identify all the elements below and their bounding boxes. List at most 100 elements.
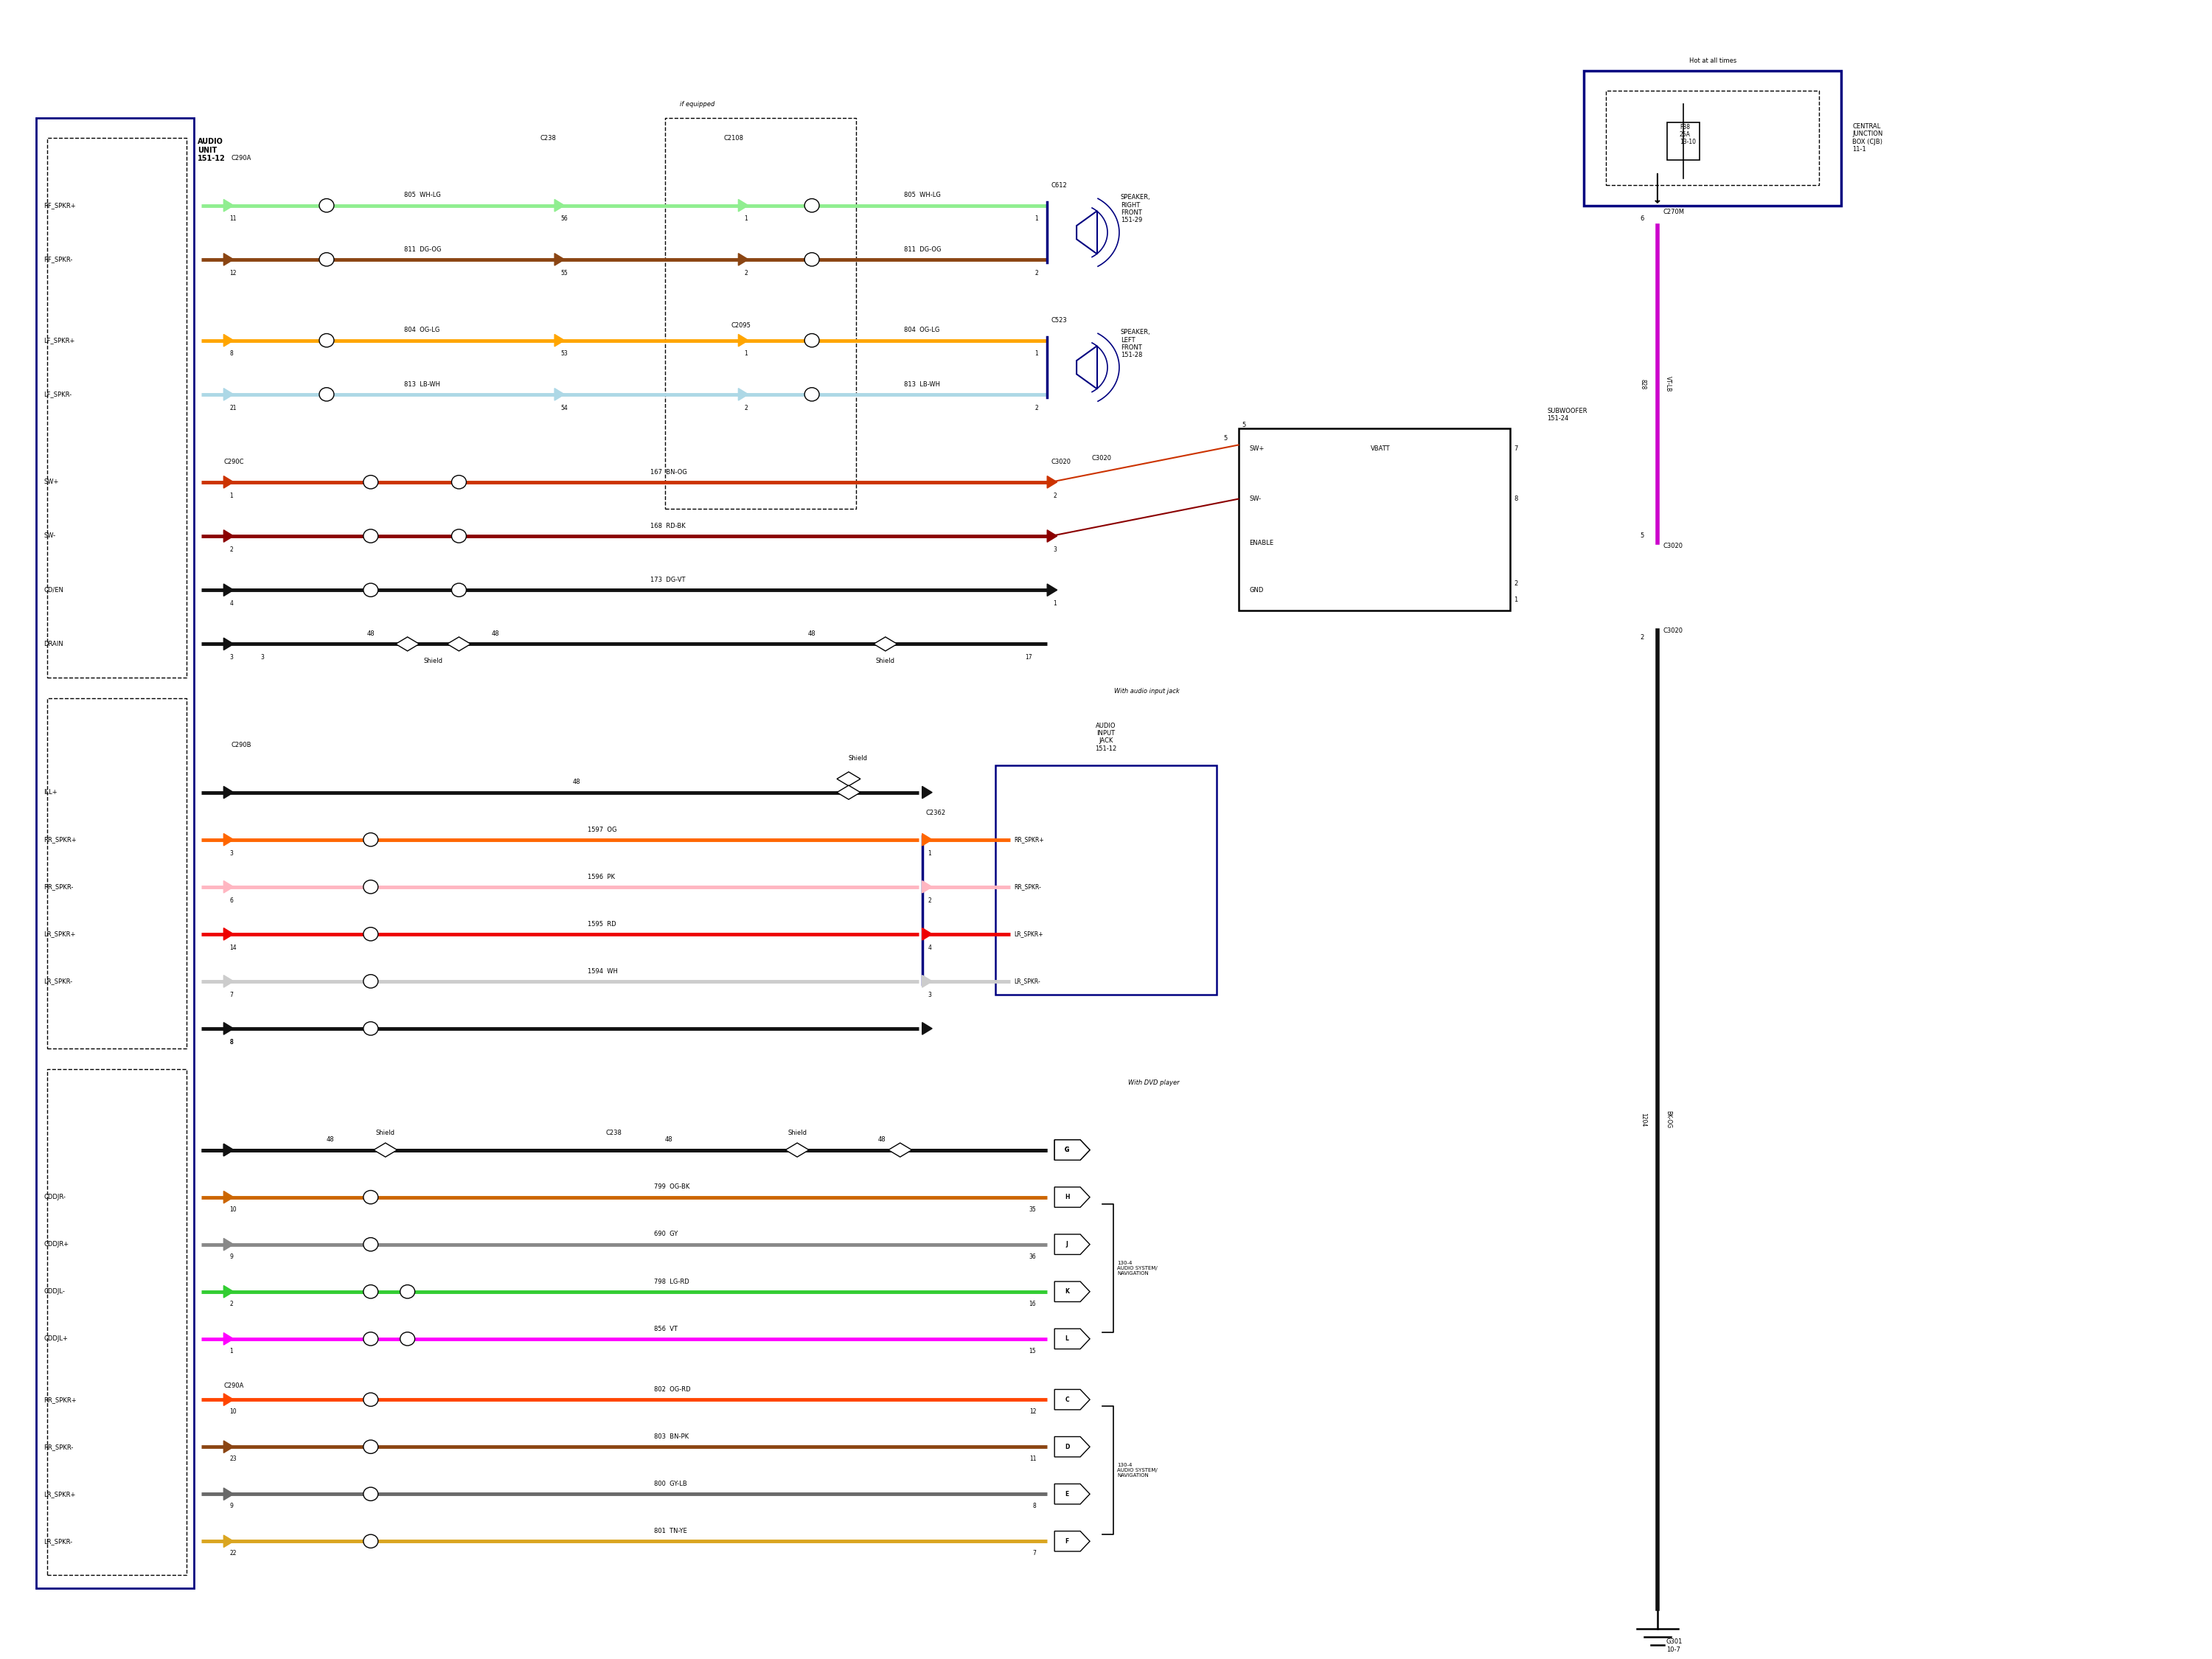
Circle shape [363,1486,378,1501]
Text: VBATT: VBATT [1371,445,1391,451]
Circle shape [363,1440,378,1453]
Polygon shape [1055,1531,1091,1551]
Polygon shape [922,927,931,941]
Text: C238: C238 [606,1130,622,1136]
Text: 14: 14 [230,944,237,951]
Polygon shape [1046,584,1057,596]
Polygon shape [1055,1140,1091,1160]
Text: RF_SPKR-: RF_SPKR- [44,255,73,262]
Text: Shield: Shield [876,657,896,664]
Text: LR_SPKR+: LR_SPKR+ [44,1491,75,1498]
Text: RR_SPKR-: RR_SPKR- [1013,884,1042,891]
Text: 813  LB-WH: 813 LB-WH [905,382,940,388]
Text: 48: 48 [491,630,500,637]
Polygon shape [223,786,234,798]
Text: 803  BN-PK: 803 BN-PK [655,1433,688,1440]
Polygon shape [836,771,860,786]
Polygon shape [555,335,564,347]
Circle shape [363,927,378,941]
Text: 10: 10 [230,1206,237,1213]
Text: 7: 7 [230,992,232,999]
Text: GND: GND [1250,587,1263,594]
Text: C290B: C290B [230,742,252,748]
Text: CDDJR+: CDDJR+ [44,1241,69,1248]
Polygon shape [223,1238,234,1251]
Polygon shape [1055,1188,1091,1208]
Text: 1: 1 [1053,601,1057,607]
Text: L: L [1066,1335,1068,1342]
Circle shape [363,529,378,542]
Text: if equipped: if equipped [679,101,714,108]
Text: 48: 48 [327,1136,334,1143]
Text: 167  BN-OG: 167 BN-OG [650,468,688,474]
Text: 54: 54 [560,405,568,411]
Text: 5: 5 [1641,533,1644,539]
Text: C2095: C2095 [730,322,750,328]
Text: SPEAKER,
RIGHT
FRONT
151-29: SPEAKER, RIGHT FRONT 151-29 [1121,194,1150,224]
Polygon shape [1055,1437,1091,1457]
Text: 2: 2 [1035,270,1037,277]
Polygon shape [223,639,234,650]
Polygon shape [1055,1281,1091,1302]
Polygon shape [739,388,748,400]
Polygon shape [223,1394,234,1405]
Text: F: F [1066,1538,1068,1545]
Text: LR_SPKR-: LR_SPKR- [44,977,73,984]
Text: C523: C523 [1051,317,1066,324]
Text: G301
10-7: G301 10-7 [1666,1639,1683,1652]
Circle shape [805,333,818,347]
Text: 1: 1 [230,1347,232,1354]
Text: RR_SPKR+: RR_SPKR+ [1013,836,1044,843]
Text: 8: 8 [230,1039,232,1045]
Circle shape [319,333,334,347]
Text: C3020: C3020 [1663,542,1683,549]
Text: 2: 2 [1513,581,1517,587]
Polygon shape [1055,1329,1091,1349]
Polygon shape [555,388,564,400]
Text: LF_SPKR-: LF_SPKR- [44,392,71,398]
Text: Shield: Shield [376,1130,396,1136]
Text: C3020: C3020 [1663,627,1683,634]
Text: BK-OG: BK-OG [1666,1110,1672,1128]
Text: 36: 36 [1029,1253,1035,1259]
Text: 35: 35 [1029,1206,1035,1213]
Polygon shape [223,529,234,542]
Polygon shape [555,254,564,265]
Polygon shape [223,335,234,347]
Text: 6: 6 [1641,216,1644,222]
Polygon shape [1055,1234,1091,1254]
Polygon shape [555,199,564,212]
Text: SUBWOOFER
151-24: SUBWOOFER 151-24 [1546,408,1588,421]
Text: 2: 2 [929,898,931,904]
Text: ENABLE: ENABLE [1250,539,1274,546]
Text: 10: 10 [230,1408,237,1415]
Text: 48: 48 [666,1136,672,1143]
Text: Shield: Shield [787,1130,807,1136]
Text: SW+: SW+ [44,479,58,486]
Polygon shape [223,1286,234,1297]
Text: AUDIO
INPUT
JACK
151-12: AUDIO INPUT JACK 151-12 [1095,722,1117,752]
Text: 828: 828 [1639,378,1646,390]
Text: G: G [1064,1146,1068,1153]
Polygon shape [785,1143,810,1156]
Polygon shape [1055,1140,1091,1160]
Text: 800  GY-LB: 800 GY-LB [655,1480,686,1486]
Text: 3: 3 [230,849,232,856]
Text: 168  RD-BK: 168 RD-BK [650,523,686,529]
Text: 811  DG-OG: 811 DG-OG [905,246,940,252]
Polygon shape [223,1332,234,1345]
Text: CDDJL-: CDDJL- [44,1289,64,1296]
Text: VT-LB: VT-LB [1666,377,1672,392]
Text: 798  LG-RD: 798 LG-RD [655,1277,688,1284]
Polygon shape [223,1440,234,1453]
Text: RR_SPKR-: RR_SPKR- [44,884,73,891]
Text: 2: 2 [743,270,748,277]
Text: F38
25A
13-10: F38 25A 13-10 [1679,124,1697,146]
Text: Hot at all times: Hot at all times [1690,56,1736,63]
Polygon shape [447,637,471,650]
Circle shape [363,1238,378,1251]
Text: 8: 8 [230,1039,232,1045]
Text: 690  GY: 690 GY [655,1231,677,1238]
Text: C3020: C3020 [1051,458,1071,465]
Text: 8: 8 [1513,496,1517,503]
